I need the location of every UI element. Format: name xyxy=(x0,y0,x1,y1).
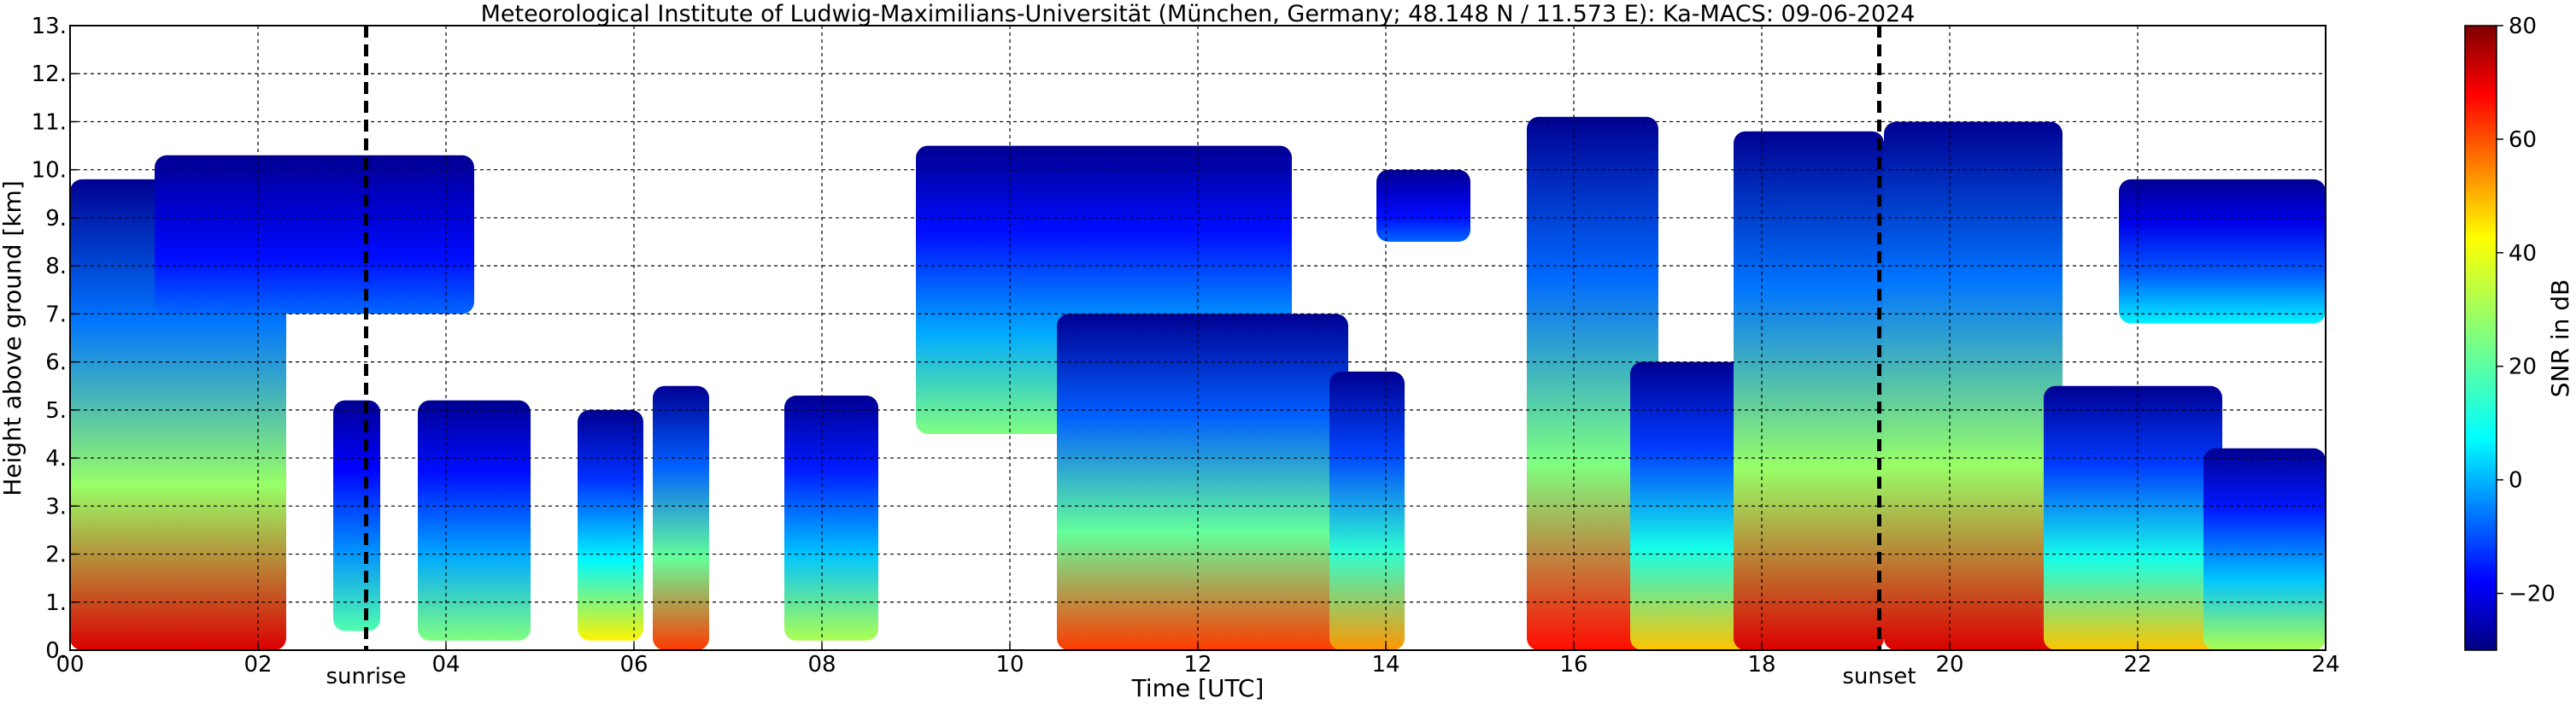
x-tick-label: 24 xyxy=(2311,652,2339,678)
y-tick-label: 10. xyxy=(32,158,67,184)
x-tick-label: 04 xyxy=(431,652,460,678)
cloud-region xyxy=(653,385,709,650)
chart-title: Meteorological Institute of Ludwig-Maxim… xyxy=(481,1,1916,27)
x-tick-label: 00 xyxy=(56,652,84,678)
cloud-layer xyxy=(70,116,2326,650)
colorbar-tick-label: 40 xyxy=(2509,241,2537,267)
cloud-region xyxy=(2203,448,2326,650)
cloud-region xyxy=(333,400,380,631)
y-tick-label: 13. xyxy=(32,14,67,39)
y-tick-label: 7. xyxy=(45,302,67,327)
colorbar-tick-label: 80 xyxy=(2509,14,2537,39)
y-tick-label: 6. xyxy=(45,350,67,376)
y-tick-label: 4. xyxy=(45,446,67,472)
y-axis: 0. 1. 2. 3. 4. 5. 6. 7. 8. 9. 10. 11. 12. 13. xyxy=(32,14,77,664)
x-tick-label: 20 xyxy=(1935,652,1963,678)
x-axis: 00 02 04 06 08 10 12 14 16 18 20 22 24 xyxy=(56,643,2340,678)
cloud-region xyxy=(1527,116,1658,650)
y-tick-label: 8. xyxy=(45,254,67,279)
cloud-region xyxy=(2119,179,2326,324)
y-tick-label: 9. xyxy=(45,206,67,232)
colorbar-scale xyxy=(2464,25,2497,651)
y-tick-label: 2. xyxy=(45,543,67,568)
y-tick-label: 1. xyxy=(45,590,67,616)
event-markers: sunrise sunset xyxy=(326,26,1916,689)
y-tick-label: 0. xyxy=(45,638,67,664)
x-tick-label: 12 xyxy=(1183,652,1212,678)
x-tick-label: 22 xyxy=(2123,652,2151,678)
x-tick-label: 16 xyxy=(1559,652,1587,678)
cloud-region xyxy=(2044,385,2222,650)
y-tick-label: 3. xyxy=(45,494,67,519)
x-tick-label: 02 xyxy=(244,652,272,678)
colorbar-tick-label: −20 xyxy=(2509,582,2555,607)
cloud-region xyxy=(1734,131,1884,650)
colorbar-tick-label: 60 xyxy=(2509,127,2537,153)
sunset-label: sunset xyxy=(1842,664,1916,689)
cloud-region xyxy=(155,155,474,314)
cloud-region xyxy=(418,400,531,641)
cloud-region xyxy=(1376,169,1470,242)
x-axis-title: Time [UTC] xyxy=(1131,674,1265,702)
grid-lines xyxy=(70,26,2326,650)
sunrise-label: sunrise xyxy=(326,664,407,689)
y-axis-title: Height above ground [km] xyxy=(0,180,26,496)
x-tick-label: 06 xyxy=(619,652,648,678)
colorbar-title: SNR in dB xyxy=(2546,279,2574,397)
y-tick-label: 12. xyxy=(32,62,67,87)
x-tick-label: 08 xyxy=(807,652,836,678)
cloud-region xyxy=(1329,371,1405,650)
cloud-region xyxy=(784,396,878,641)
x-tick-label: 10 xyxy=(995,652,1024,678)
y-tick-label: 11. xyxy=(32,109,67,135)
y-tick-label: 5. xyxy=(45,398,67,424)
colorbar-ticks: −20 0 20 40 60 80 xyxy=(2497,14,2555,607)
cloud-region xyxy=(1057,314,1348,650)
cloud-region xyxy=(578,409,643,641)
colorbar: −20 0 20 40 60 80 SNR in dB xyxy=(2464,14,2574,651)
colorbar-tick-label: 20 xyxy=(2509,355,2537,380)
x-tick-label: 18 xyxy=(1747,652,1775,678)
colorbar-tick-label: 0 xyxy=(2509,468,2523,494)
cloud-region xyxy=(1884,121,2063,650)
x-tick-label: 14 xyxy=(1371,652,1399,678)
